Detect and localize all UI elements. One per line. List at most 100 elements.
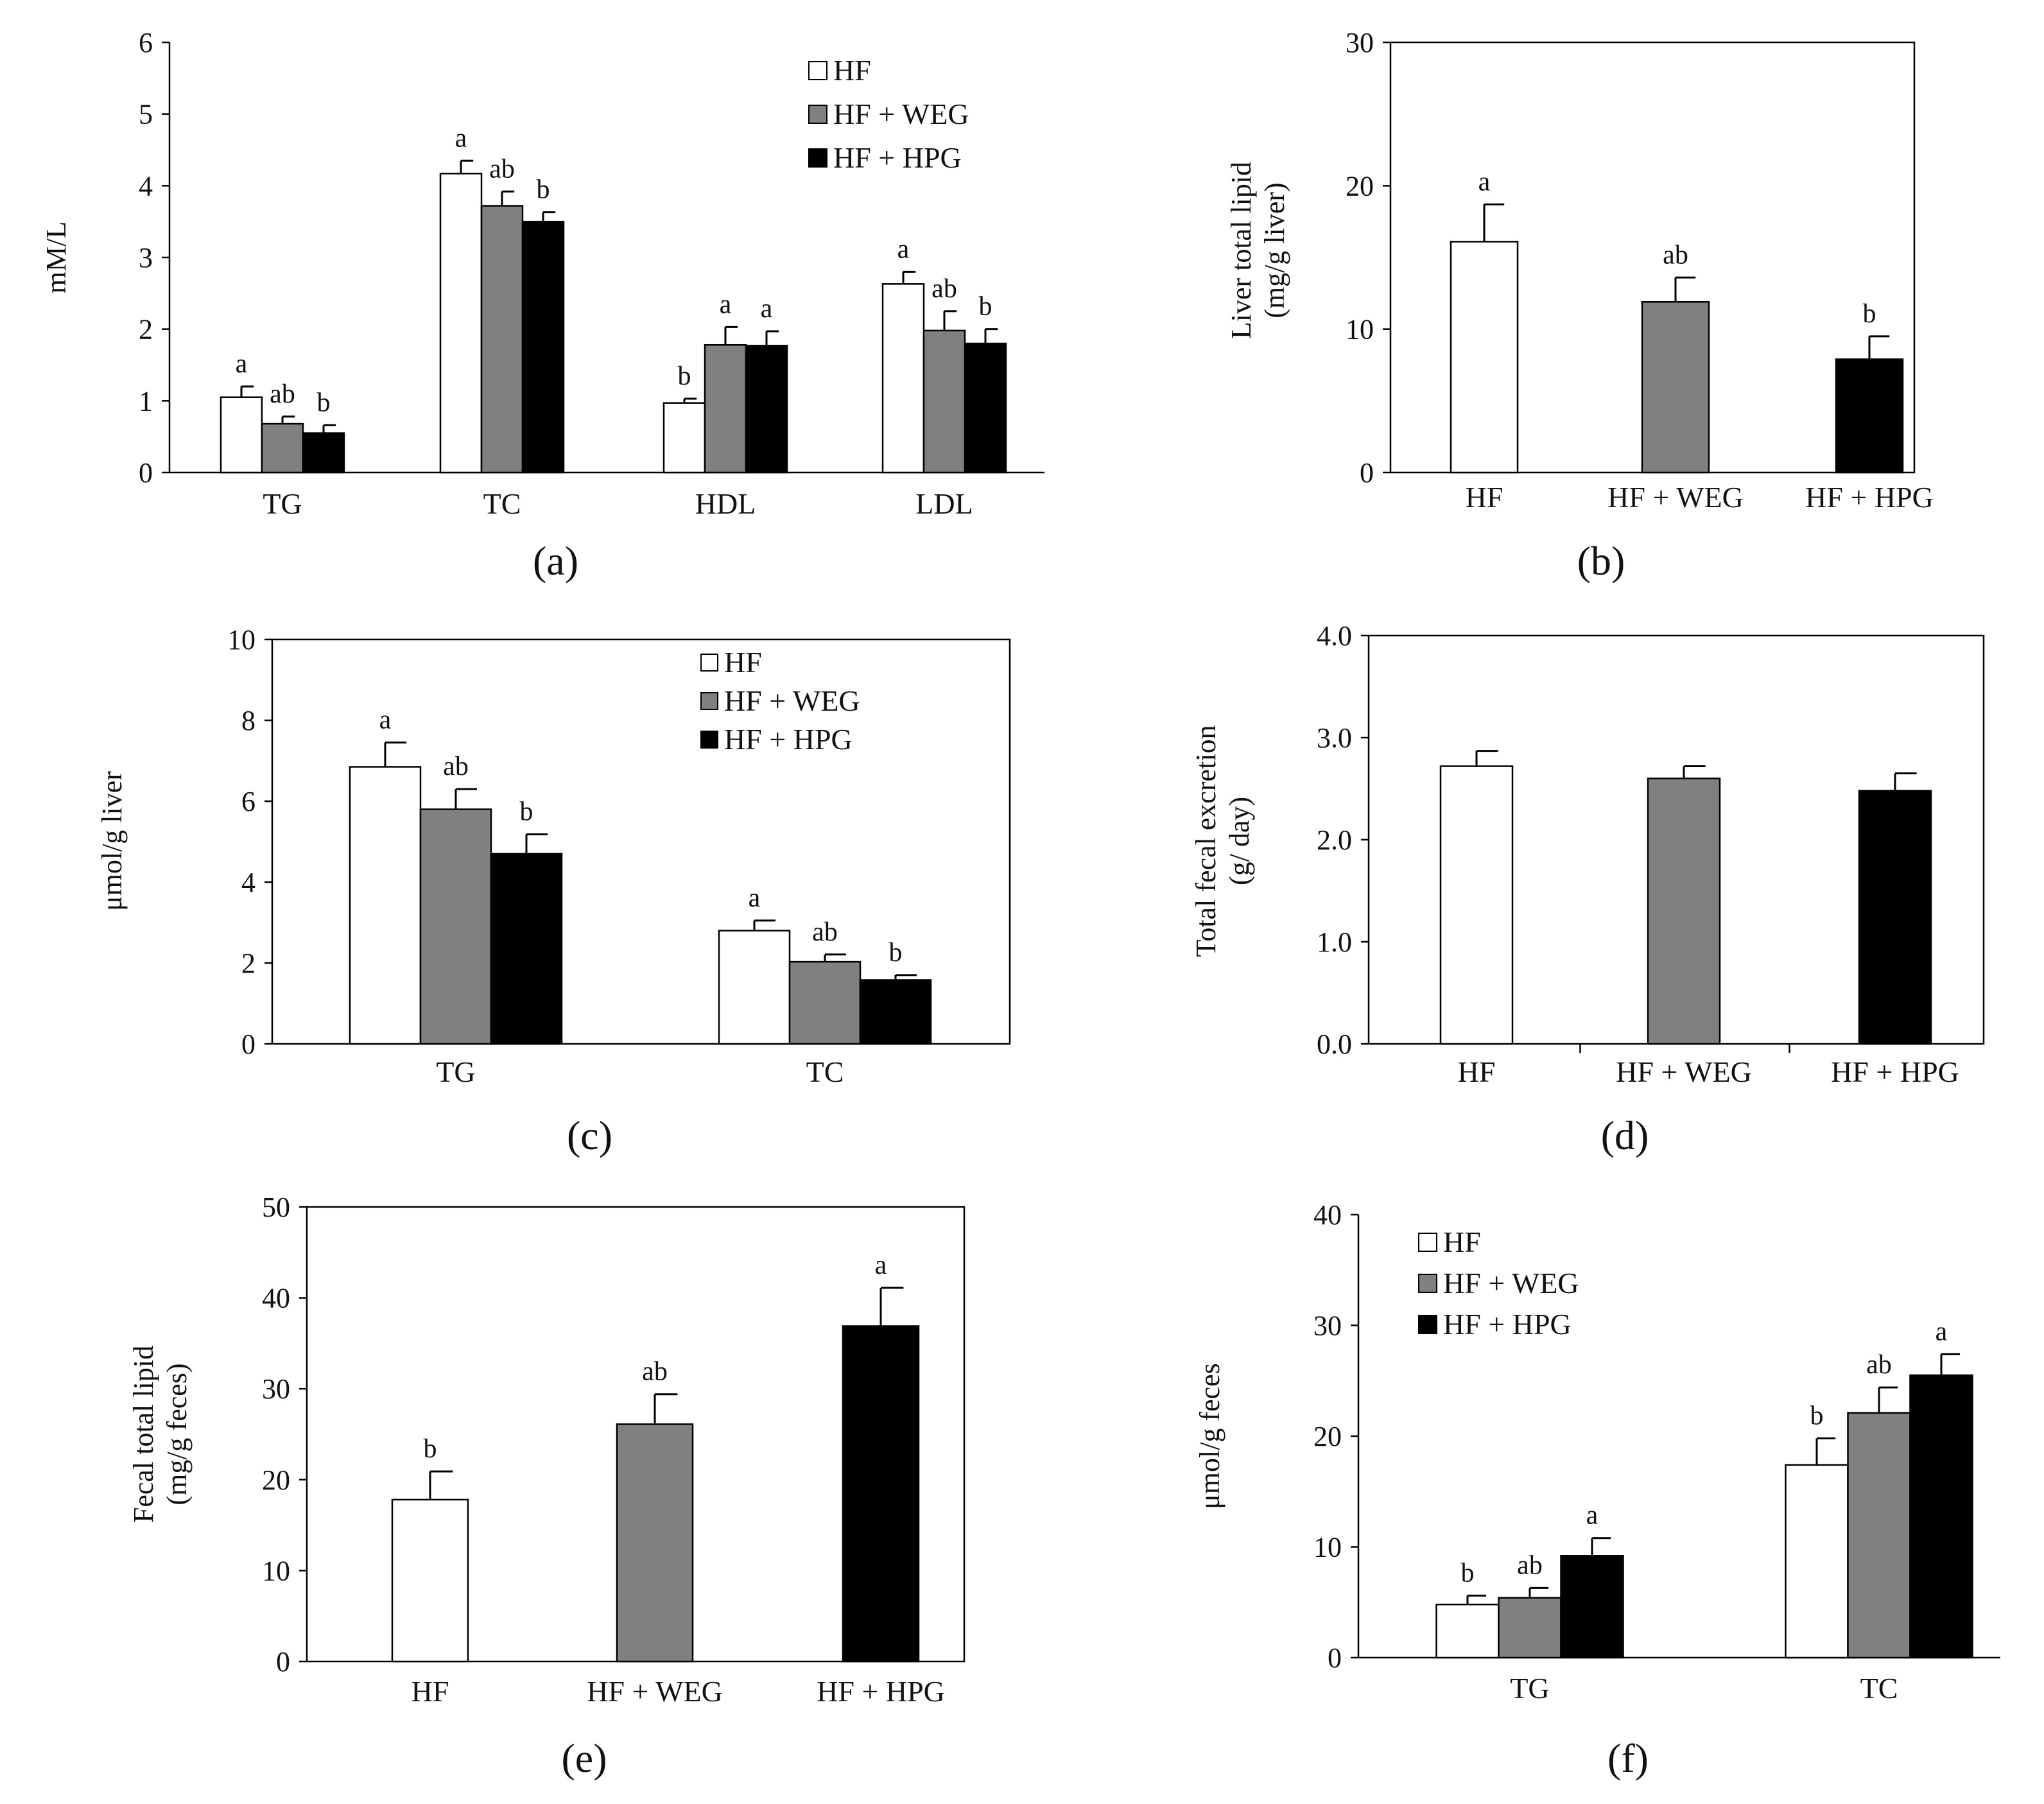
x-tick-label: TG (1510, 1672, 1549, 1704)
y-tick-label: 10 (1346, 314, 1374, 345)
significance-label: a (236, 349, 248, 379)
significance-label: ab (812, 917, 838, 947)
bar (1847, 1412, 1911, 1659)
y-tick-label: 10 (1313, 1532, 1342, 1563)
legend-swatch (700, 731, 718, 749)
y-tick-label: 5 (139, 99, 153, 130)
y-axis-label: Fecal total lipid (128, 1346, 159, 1523)
panel-label: (a) (533, 538, 578, 584)
bar (349, 766, 422, 1045)
y-tick-label: 30 (262, 1373, 290, 1405)
significance-label: b (537, 175, 550, 205)
x-tick-label: TC (483, 487, 521, 520)
bar (439, 173, 483, 474)
panel-d: 0.0 1.0 2.0 3.0 4.0 Total fecal excretion (g/ … (1190, 620, 1985, 1158)
y-tick-label: 20 (1346, 170, 1374, 202)
bar (1498, 1597, 1562, 1659)
y-tick-label: 0 (1328, 1642, 1342, 1674)
legend: HF HF + WEG HF + HPG (700, 646, 860, 756)
legend-swatch (1418, 1315, 1437, 1334)
y-axis-label: Total fecal excretion (1190, 725, 1222, 957)
y-tick-label: 3.0 (1317, 722, 1352, 754)
x-tick-label: TC (1860, 1672, 1898, 1704)
significance-label: ab (1663, 240, 1688, 270)
significance-label: b (1461, 1558, 1475, 1588)
significance-label: ab (1517, 1550, 1543, 1580)
y-axis-label: μmol/g liver (96, 771, 128, 911)
x-tick-label: HF (1458, 1055, 1496, 1088)
y-axis-label: (mg/g liver) (1259, 182, 1290, 318)
bar (881, 283, 925, 474)
bar (788, 960, 862, 1045)
y-tick-label: 4 (139, 170, 153, 202)
significance-label: a (897, 234, 910, 264)
significance-label: a (749, 883, 761, 913)
y-tick-label: 0 (241, 1028, 256, 1060)
bar (718, 930, 791, 1045)
bar (1909, 1374, 1973, 1659)
panel-e: 0 10 20 30 40 50 Fecal total lipid (mg/g feces)… (128, 1192, 966, 1781)
y-tick-label: 30 (1346, 27, 1374, 58)
legend-label: HF + WEG (1443, 1267, 1579, 1299)
plot-frame (271, 638, 1011, 1045)
legend-label: HF (833, 54, 871, 87)
bar (521, 220, 565, 474)
panel-b: 0 10 20 30 Liver total lipid (mg/g liver) HF a H… (1226, 27, 1934, 584)
x-tick-label: HF (411, 1675, 449, 1708)
y-tick-label: 20 (1313, 1421, 1342, 1452)
legend-label: HF + WEG (833, 98, 969, 130)
significance-label: a (1936, 1317, 1948, 1346)
legend-label: HF + HPG (724, 723, 853, 756)
legend-swatch (808, 61, 827, 80)
legend: HF HF + WEG HF + HPG (808, 54, 969, 174)
significance-label: a (720, 290, 732, 319)
significance-label: a (379, 706, 392, 735)
significance-label: ab (1866, 1350, 1892, 1380)
bar (419, 808, 492, 1045)
bar (964, 342, 1007, 474)
bar (1641, 300, 1710, 474)
legend-label: HF (724, 646, 762, 679)
bar (663, 402, 706, 474)
y-axis-label: (mg/g feces) (161, 1363, 193, 1505)
panel-label: (b) (1577, 538, 1625, 584)
significance-label: a (1478, 167, 1491, 196)
panel-label: (c) (567, 1113, 612, 1158)
bar (261, 422, 304, 474)
x-tick-label: TG (436, 1055, 475, 1088)
panel-label: (f) (1607, 1735, 1649, 1781)
x-tick-label: HF (1466, 481, 1503, 514)
significance-label: b (979, 292, 992, 322)
y-tick-label: 0 (1360, 457, 1374, 489)
significance-label: b (889, 938, 903, 967)
bar (1835, 358, 1904, 474)
panel-label: (e) (561, 1735, 607, 1781)
bar (302, 432, 345, 474)
x-tick-label: HF + WEG (1616, 1055, 1752, 1088)
y-tick-label: 50 (262, 1192, 290, 1223)
y-axis-label: mM/L (40, 221, 72, 293)
bar (391, 1498, 469, 1663)
legend-label: HF + HPG (833, 141, 962, 174)
significance-label: ab (642, 1357, 668, 1387)
panel-c: 0 2 4 6 8 10 μmol/g liver TG a ab b TC a ab b HF HF + WE… (96, 624, 1011, 1158)
y-tick-label: 10 (262, 1555, 290, 1586)
significance-label: b (317, 388, 331, 417)
legend-label: HF + HPG (1443, 1308, 1572, 1340)
bar (1560, 1555, 1624, 1659)
legend-swatch (1418, 1274, 1437, 1293)
x-tick-label: HF + HPG (817, 1675, 945, 1708)
legend-swatch (808, 105, 827, 124)
significance-label: b (424, 1434, 437, 1464)
bar (220, 396, 263, 474)
bar (745, 345, 788, 474)
x-tick-label: HF + HPG (1831, 1055, 1959, 1088)
x-tick-label: TG (263, 487, 302, 520)
y-tick-label: 2.0 (1317, 824, 1352, 856)
bar (1785, 1464, 1849, 1659)
legend-swatch (808, 148, 827, 168)
y-tick-label: 2 (139, 314, 153, 345)
y-tick-label: 40 (262, 1283, 290, 1314)
significance-label: ab (270, 379, 295, 409)
